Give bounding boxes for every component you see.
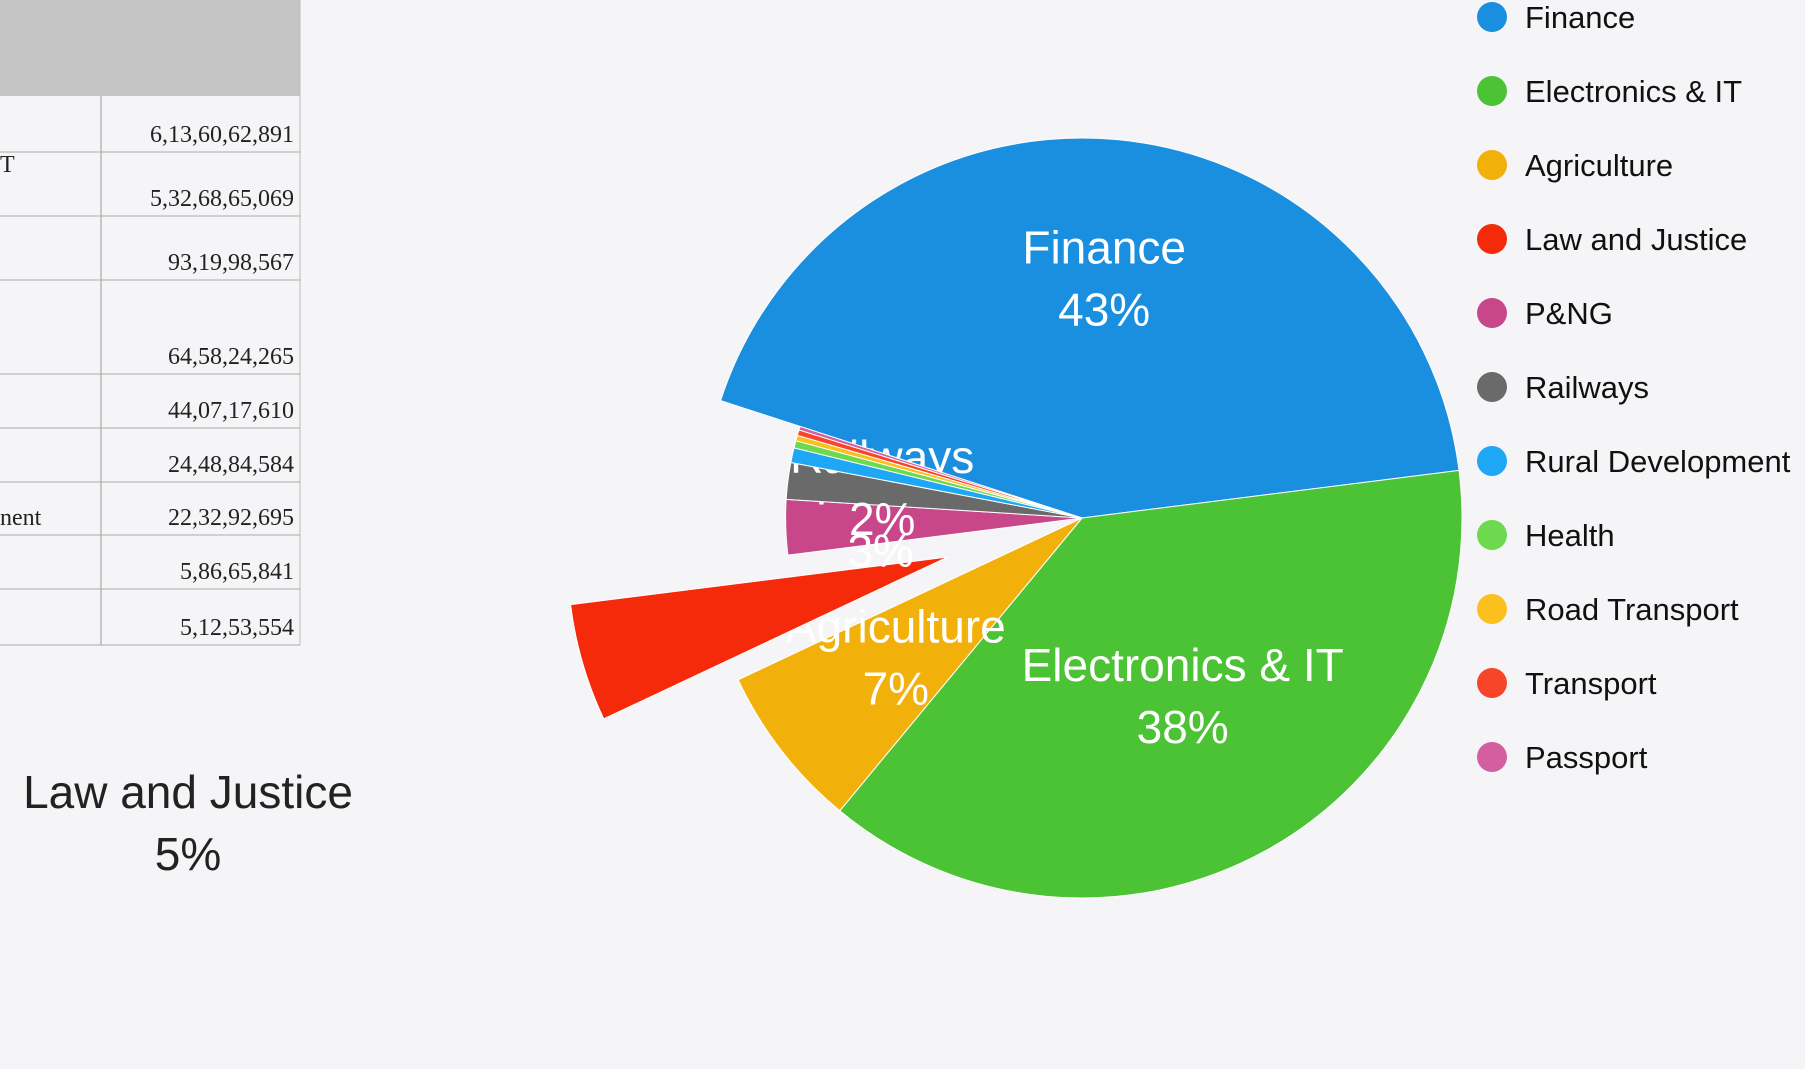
legend-label: Finance bbox=[1525, 0, 1635, 35]
slice-label: Law and Justice bbox=[23, 766, 353, 818]
amount-cell: 5,86,65,841 bbox=[180, 559, 294, 585]
pie-slice bbox=[569, 556, 948, 720]
table: 6,13,60,62,891 5,32,68,65,069 T 93,19,98,56… bbox=[0, 0, 301, 646]
amount-cell: 64,58,24,265 bbox=[168, 344, 294, 370]
amount-cell: 44,07,17,610 bbox=[168, 398, 294, 424]
legend: Finance Electronics & IT Agriculture Law an… bbox=[1477, 0, 1791, 775]
amount-cell: 93,19,98,567 bbox=[168, 250, 294, 276]
slice-percent: 43% bbox=[1058, 283, 1150, 335]
legend-swatch bbox=[1477, 298, 1507, 328]
legend-swatch bbox=[1477, 372, 1507, 402]
label-cell: nent bbox=[0, 505, 42, 531]
legend-label: Agriculture bbox=[1525, 148, 1673, 183]
legend-swatch bbox=[1477, 520, 1507, 550]
legend-label: Rural Development bbox=[1525, 444, 1791, 479]
legend-label: Health bbox=[1525, 518, 1615, 553]
amount-cell: 5,32,68,65,069 bbox=[150, 186, 294, 212]
legend-swatch bbox=[1477, 594, 1507, 624]
legend-swatch bbox=[1477, 446, 1507, 476]
amount-cell: 5,12,53,554 bbox=[180, 615, 294, 641]
slice-percent: 5% bbox=[155, 828, 221, 880]
legend-swatch bbox=[1477, 224, 1507, 254]
amount-cell: 24,48,84,584 bbox=[168, 452, 294, 478]
pie-slice bbox=[839, 469, 1463, 899]
pie-slice bbox=[798, 425, 1083, 519]
label-cell: T bbox=[0, 152, 15, 178]
legend-label: Electronics & IT bbox=[1525, 74, 1742, 109]
slice-label: Finance bbox=[1022, 221, 1186, 273]
legend-label: Road Transport bbox=[1525, 592, 1739, 627]
legend-swatch bbox=[1477, 742, 1507, 772]
slice-label: Electronics & IT bbox=[1022, 639, 1344, 691]
legend-swatch bbox=[1477, 150, 1507, 180]
legend-swatch bbox=[1477, 2, 1507, 32]
legend-swatch bbox=[1477, 668, 1507, 698]
amount-cell: 6,13,60,62,891 bbox=[150, 122, 294, 148]
pie-slice bbox=[737, 517, 1083, 812]
legend-label: Law and Justice bbox=[1525, 222, 1747, 257]
slice-percent: 3% bbox=[847, 524, 913, 576]
pie-slice bbox=[719, 137, 1460, 519]
legend-label: Transport bbox=[1525, 666, 1657, 701]
legend-label: P&NG bbox=[1525, 296, 1613, 331]
legend-label: Passport bbox=[1525, 740, 1648, 775]
legend-swatch bbox=[1477, 76, 1507, 106]
slice-percent: 7% bbox=[863, 662, 929, 714]
legend-label: Railways bbox=[1525, 370, 1649, 405]
slice-percent: 38% bbox=[1137, 701, 1229, 753]
amount-cell: 22,32,92,695 bbox=[168, 505, 294, 531]
table-header bbox=[0, 0, 300, 96]
slice-percent: 2% bbox=[849, 493, 915, 545]
